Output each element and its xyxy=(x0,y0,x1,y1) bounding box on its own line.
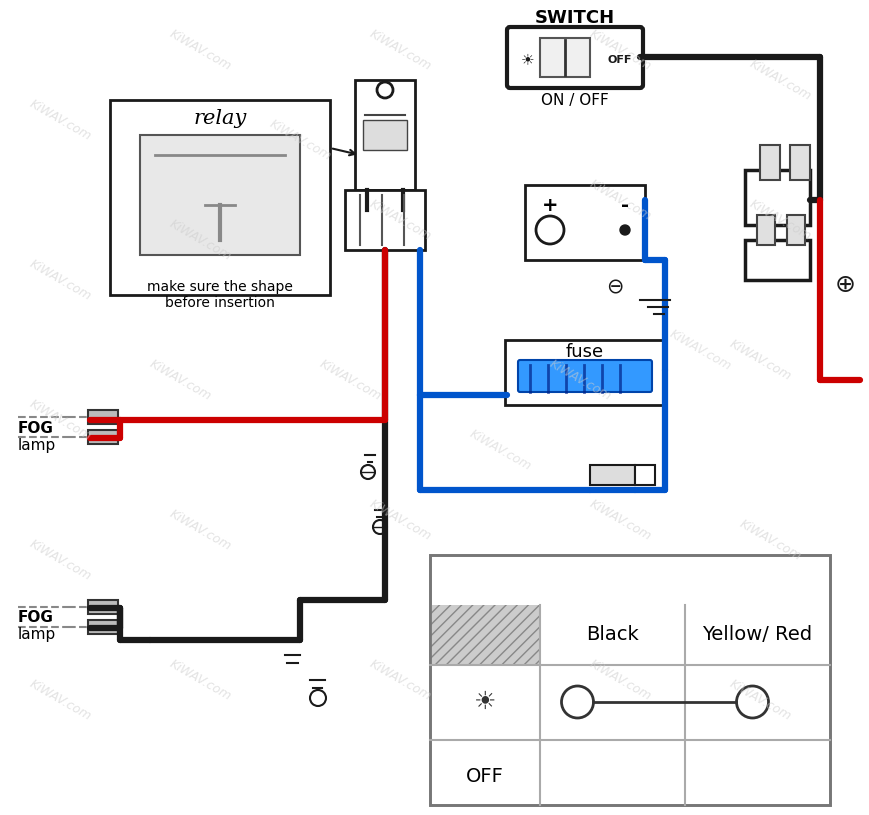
Text: KiWAV.com: KiWAV.com xyxy=(736,517,802,563)
Text: ⊖: ⊖ xyxy=(606,277,623,297)
Text: SWITCH: SWITCH xyxy=(534,9,614,27)
FancyBboxPatch shape xyxy=(504,340,664,405)
Text: KiWAV.com: KiWAV.com xyxy=(267,117,333,163)
Text: -: - xyxy=(620,196,628,214)
Text: lamp: lamp xyxy=(18,438,56,452)
FancyBboxPatch shape xyxy=(109,100,329,295)
Circle shape xyxy=(620,225,629,235)
Text: relay: relay xyxy=(193,108,246,127)
Text: KiWAV.com: KiWAV.com xyxy=(367,197,433,243)
Text: KiWAV.com: KiWAV.com xyxy=(167,27,233,73)
Text: ☀: ☀ xyxy=(474,690,495,714)
Text: make sure the shape
before insertion: make sure the shape before insertion xyxy=(147,280,293,311)
Text: fuse: fuse xyxy=(566,343,603,361)
Text: KiWAV.com: KiWAV.com xyxy=(316,357,382,403)
FancyBboxPatch shape xyxy=(517,360,651,392)
FancyBboxPatch shape xyxy=(429,605,540,665)
Text: OFF: OFF xyxy=(466,768,503,786)
FancyBboxPatch shape xyxy=(524,185,644,260)
Text: KiWAV.com: KiWAV.com xyxy=(167,217,233,263)
FancyBboxPatch shape xyxy=(429,555,829,605)
FancyBboxPatch shape xyxy=(140,135,300,255)
FancyBboxPatch shape xyxy=(507,27,642,88)
FancyBboxPatch shape xyxy=(429,555,829,805)
Text: FOG: FOG xyxy=(18,421,54,435)
FancyBboxPatch shape xyxy=(744,240,809,280)
Text: KiWAV.com: KiWAV.com xyxy=(367,27,433,73)
FancyBboxPatch shape xyxy=(540,38,589,77)
Text: +: + xyxy=(541,196,558,214)
Circle shape xyxy=(535,216,563,244)
FancyBboxPatch shape xyxy=(362,120,407,150)
Circle shape xyxy=(309,690,326,706)
Text: KiWAV.com: KiWAV.com xyxy=(587,657,653,703)
FancyBboxPatch shape xyxy=(88,600,118,614)
Text: ⊕: ⊕ xyxy=(833,273,854,297)
Text: KiWAV.com: KiWAV.com xyxy=(666,327,733,373)
Text: ON / OFF: ON / OFF xyxy=(541,92,608,108)
Circle shape xyxy=(373,520,387,534)
FancyBboxPatch shape xyxy=(345,190,425,250)
Text: KiWAV.com: KiWAV.com xyxy=(167,507,233,553)
Text: KiWAV.com: KiWAV.com xyxy=(27,537,93,583)
FancyBboxPatch shape xyxy=(786,215,804,245)
Text: KiWAV.com: KiWAV.com xyxy=(367,497,433,543)
Text: FOG: FOG xyxy=(18,610,54,625)
Text: KiWAV.com: KiWAV.com xyxy=(587,497,653,543)
FancyBboxPatch shape xyxy=(744,170,809,225)
Circle shape xyxy=(736,686,767,718)
FancyBboxPatch shape xyxy=(88,430,118,444)
FancyBboxPatch shape xyxy=(756,215,774,245)
FancyBboxPatch shape xyxy=(789,145,809,180)
FancyBboxPatch shape xyxy=(88,410,118,424)
Text: Yellow/ Red: Yellow/ Red xyxy=(701,625,812,645)
Circle shape xyxy=(361,465,375,479)
Text: OFF: OFF xyxy=(607,55,632,64)
Text: Black: Black xyxy=(586,625,638,645)
Text: KiWAV.com: KiWAV.com xyxy=(746,197,813,243)
Text: KiWAV.com: KiWAV.com xyxy=(27,97,93,143)
Text: KiWAV.com: KiWAV.com xyxy=(167,657,233,703)
Text: ☀: ☀ xyxy=(521,52,534,67)
FancyBboxPatch shape xyxy=(589,465,634,485)
Circle shape xyxy=(376,82,393,98)
FancyBboxPatch shape xyxy=(634,465,654,485)
Text: LIGHT: LIGHT xyxy=(579,566,680,594)
Text: KiWAV.com: KiWAV.com xyxy=(587,177,653,223)
Text: lamp: lamp xyxy=(18,628,56,642)
Text: KiWAV.com: KiWAV.com xyxy=(147,357,213,403)
Text: KiWAV.com: KiWAV.com xyxy=(587,27,653,73)
Text: KiWAV.com: KiWAV.com xyxy=(27,257,93,303)
Text: KiWAV.com: KiWAV.com xyxy=(27,397,93,443)
Text: KiWAV.com: KiWAV.com xyxy=(746,57,813,103)
Text: KiWAV.com: KiWAV.com xyxy=(547,357,613,403)
Text: KiWAV.com: KiWAV.com xyxy=(726,677,793,723)
FancyBboxPatch shape xyxy=(88,620,118,634)
Text: KiWAV.com: KiWAV.com xyxy=(27,677,93,723)
FancyBboxPatch shape xyxy=(355,80,415,190)
Circle shape xyxy=(561,686,593,718)
Text: KiWAV.com: KiWAV.com xyxy=(726,337,793,383)
Text: KiWAV.com: KiWAV.com xyxy=(467,427,533,473)
Text: KiWAV.com: KiWAV.com xyxy=(367,657,433,703)
FancyBboxPatch shape xyxy=(760,145,779,180)
